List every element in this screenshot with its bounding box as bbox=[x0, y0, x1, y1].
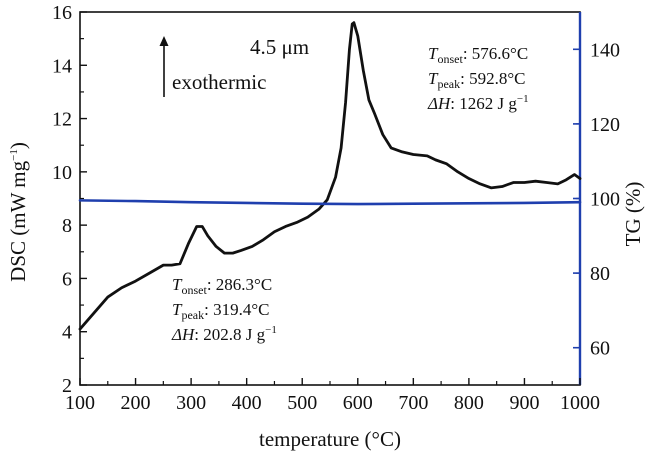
series-layer bbox=[78, 21, 582, 331]
exothermic-label: exothermic bbox=[172, 70, 266, 94]
low-peak-annotation: Tonset: 286.3°C Tpeak: 319.4°C ΔH: 202.8… bbox=[171, 275, 277, 344]
x-axis-title: temperature (°C) bbox=[259, 427, 401, 451]
left-tick-label: 8 bbox=[62, 215, 72, 237]
plot-frame bbox=[79, 11, 581, 386]
x-tick-label: 600 bbox=[343, 392, 373, 414]
left-axis-title: DSC (mW mg−1) bbox=[6, 142, 30, 282]
left-tick-label: 14 bbox=[52, 55, 72, 77]
right-tick-label: 120 bbox=[590, 114, 620, 136]
x-tick-label: 800 bbox=[454, 392, 484, 414]
x-tick-label: 500 bbox=[287, 392, 317, 414]
exothermic-arrowhead bbox=[159, 36, 169, 46]
right-tick-label: 140 bbox=[590, 39, 620, 61]
high-peak-onset: Tonset: 576.6°C bbox=[428, 44, 528, 66]
particle-size-label: 4.5 μm bbox=[250, 35, 309, 59]
left-axis-ticks: 2 4 6 8 10 12 14 16 bbox=[52, 2, 87, 397]
left-tick-label: 2 bbox=[62, 375, 72, 397]
x-axis-ticks: 100 200 300 400 500 600 700 800 900 1000 bbox=[65, 378, 600, 414]
high-peak-annotation: Tonset: 576.6°C Tpeak: 592.8°C ΔH: 1262 … bbox=[427, 44, 529, 113]
x-tick-label: 700 bbox=[398, 392, 428, 414]
x-tick-label: 400 bbox=[232, 392, 262, 414]
tg-series-line bbox=[78, 199, 582, 206]
left-tick-label: 6 bbox=[62, 268, 72, 290]
right-tick-label: 60 bbox=[590, 338, 610, 360]
low-peak-peak: Tpeak: 319.4°C bbox=[172, 300, 270, 322]
low-peak-onset: Tonset: 286.3°C bbox=[172, 275, 272, 297]
left-tick-label: 10 bbox=[52, 162, 72, 184]
high-peak-enthalpy: ΔH: 1262 J g−1 bbox=[427, 93, 529, 113]
dsc-series-line bbox=[78, 21, 582, 331]
right-axis-ticks: 60 80 100 120 140 bbox=[573, 39, 620, 360]
x-tick-label: 1000 bbox=[560, 392, 600, 414]
x-tick-label: 100 bbox=[65, 392, 95, 414]
right-tick-label: 80 bbox=[590, 263, 610, 285]
left-tick-label: 12 bbox=[52, 109, 72, 131]
left-tick-label: 4 bbox=[62, 322, 72, 344]
x-tick-label: 200 bbox=[121, 392, 151, 414]
low-peak-enthalpy: ΔH: 202.8 J g−1 bbox=[171, 324, 277, 344]
right-axis-title: TG (%) bbox=[621, 182, 645, 247]
high-peak-peak: Tpeak: 592.8°C bbox=[428, 69, 526, 91]
right-tick-label: 100 bbox=[590, 189, 620, 211]
x-tick-label: 900 bbox=[509, 392, 539, 414]
left-tick-label: 16 bbox=[52, 2, 72, 24]
x-tick-label: 300 bbox=[176, 392, 206, 414]
